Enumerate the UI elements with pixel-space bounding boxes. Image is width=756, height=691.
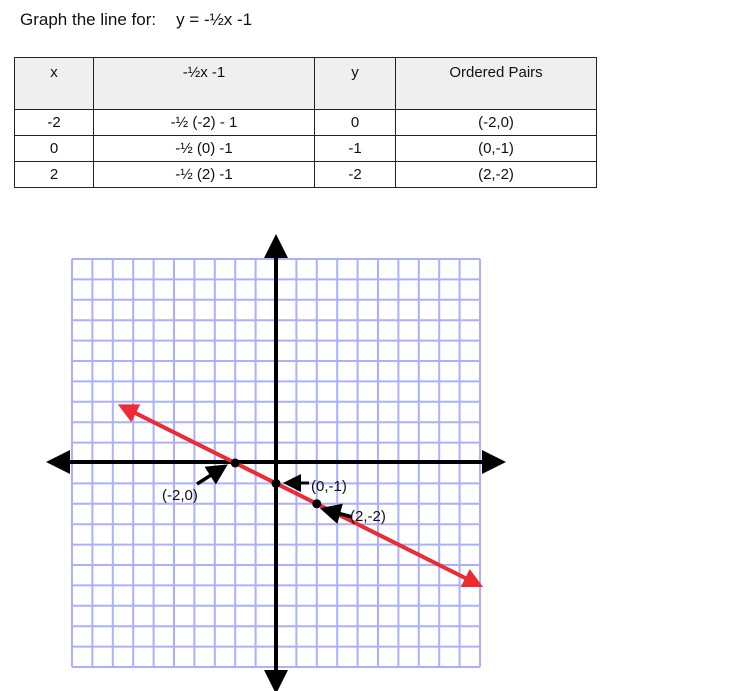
plotted-point xyxy=(312,499,322,509)
graphed-line xyxy=(117,404,296,495)
cell-pair: (2,-2) xyxy=(395,161,597,188)
graphed-line xyxy=(293,490,484,587)
cell-x: -2 xyxy=(14,109,94,136)
header-x: x xyxy=(14,57,94,110)
point-label: (-2,0) xyxy=(162,487,198,504)
title-prefix: Graph the line for: xyxy=(20,10,157,29)
table-row: 2 -½ (2) -1 -2 (2,-2) xyxy=(14,161,597,188)
table-of-values: x -½x -1 y Ordered Pairs -2 -½ (-2) - 1 … xyxy=(14,57,597,188)
cell-y: -1 xyxy=(314,135,396,162)
arrow-to-point xyxy=(319,503,353,524)
cell-expression: -½ (2) -1 xyxy=(93,161,315,188)
arrow-to-point xyxy=(196,464,228,486)
table-header-row: x -½x -1 y Ordered Pairs xyxy=(14,57,597,110)
plotted-point xyxy=(230,458,240,468)
header-expression: -½x -1 xyxy=(93,57,315,110)
table-row: -2 -½ (-2) - 1 0 (-2,0) xyxy=(14,109,597,136)
title-equation: y = -½x -1 xyxy=(176,10,253,29)
cell-pair: (-2,0) xyxy=(395,109,597,136)
cell-expression: -½ (-2) - 1 xyxy=(93,109,315,136)
header-ordered-pairs: Ordered Pairs xyxy=(395,57,597,110)
cell-y: -2 xyxy=(314,161,396,188)
point-label: (2,-2) xyxy=(350,508,386,525)
header-y: y xyxy=(314,57,396,110)
plotted-point xyxy=(271,478,281,488)
page-title: Graph the line for: y = -½x -1 xyxy=(20,10,252,30)
cell-x: 2 xyxy=(14,161,94,188)
point-label: (0,-1) xyxy=(311,478,347,495)
